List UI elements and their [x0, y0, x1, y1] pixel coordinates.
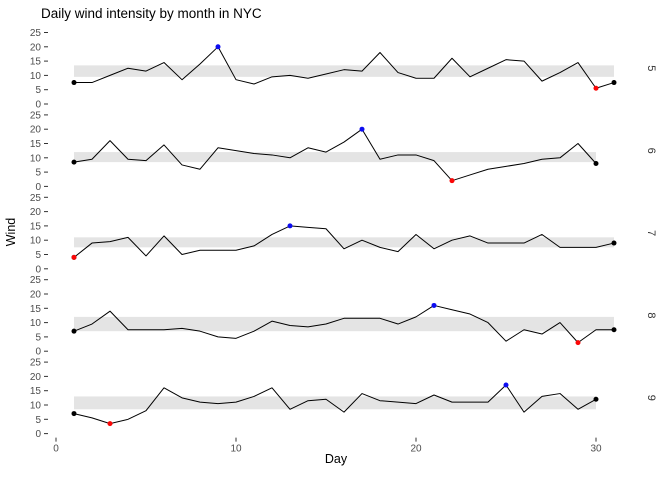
x-tick-label: 10: [230, 444, 242, 455]
max-point-month-5: [215, 44, 221, 50]
end-point-month-9: [593, 396, 599, 402]
y-tick-label: 0: [35, 100, 41, 111]
strip-label-month-5: 5: [645, 65, 657, 71]
end-point-month-7: [611, 240, 617, 246]
end-point-month-5: [611, 80, 617, 86]
strip-label-month-7: 7: [645, 230, 657, 236]
max-point-month-9: [503, 382, 509, 388]
min-point-month-5: [593, 85, 599, 91]
chart-title: Daily wind intensity by month in NYC: [41, 6, 262, 21]
normal-range-band-month-8: [74, 316, 614, 332]
strip-label-month-8: 8: [645, 312, 657, 318]
y-tick-label: 25: [30, 110, 42, 121]
start-point-month-6: [71, 159, 77, 165]
y-tick-label: 25: [30, 358, 42, 369]
strip-label-month-6: 6: [645, 148, 657, 154]
y-tick-label: 10: [30, 71, 42, 82]
y-tick-label: 0: [35, 264, 41, 275]
y-tick-label: 10: [30, 153, 42, 164]
wind-line-month-7: [73, 225, 615, 258]
start-point-month-8: [71, 328, 77, 334]
max-point-month-8: [431, 302, 437, 308]
normal-range-band-month-5: [74, 65, 614, 77]
strip-label-month-9: 9: [645, 395, 657, 401]
x-tick-label: 20: [410, 444, 422, 455]
y-tick-label: 0: [35, 429, 41, 440]
x-axis-label: Day: [324, 452, 348, 466]
y-tick-label: 5: [35, 85, 41, 96]
y-tick-label: 10: [30, 401, 42, 412]
min-point-month-8: [575, 340, 581, 346]
x-tick-label: 30: [590, 444, 602, 455]
y-tick-label: 5: [35, 250, 41, 261]
y-tick-label: 20: [30, 290, 42, 301]
y-tick-label: 20: [30, 42, 42, 53]
y-tick-label: 15: [30, 221, 42, 232]
y-tick-label: 15: [30, 57, 42, 68]
y-tick-label: 20: [30, 372, 42, 383]
y-tick-label: 15: [30, 304, 42, 315]
y-tick-label: 10: [30, 318, 42, 329]
y-tick-label: 15: [30, 139, 42, 150]
x-tick-label: 0: [53, 444, 59, 455]
y-tick-label: 0: [35, 347, 41, 358]
wind-line-month-6: [73, 128, 597, 182]
y-tick-label: 5: [35, 168, 41, 179]
y-tick-label: 25: [30, 28, 42, 39]
end-point-month-8: [611, 327, 617, 333]
min-point-month-9: [107, 421, 113, 427]
min-point-month-6: [449, 178, 455, 184]
y-tick-label: 25: [30, 193, 42, 204]
end-point-month-6: [593, 161, 599, 167]
wind-line-month-5: [73, 46, 615, 89]
y-tick-label: 25: [30, 275, 42, 286]
y-tick-label: 15: [30, 386, 42, 397]
normal-range-band-month-7: [74, 237, 614, 248]
min-point-month-7: [71, 254, 77, 260]
y-tick-label: 20: [30, 207, 42, 218]
start-point-month-9: [71, 411, 77, 417]
normal-range-band-month-6: [74, 152, 596, 163]
y-tick-label: 5: [35, 415, 41, 426]
wind-line-month-8: [73, 304, 615, 344]
start-point-month-5: [71, 80, 77, 86]
y-tick-label: 10: [30, 236, 42, 247]
max-point-month-6: [359, 126, 365, 132]
y-tick-label: 0: [35, 182, 41, 193]
y-tick-label: 20: [30, 125, 42, 136]
y-tick-label: 5: [35, 332, 41, 343]
normal-range-band-month-9: [74, 396, 596, 410]
wind-line-month-9: [73, 384, 597, 425]
max-point-month-7: [287, 223, 293, 229]
